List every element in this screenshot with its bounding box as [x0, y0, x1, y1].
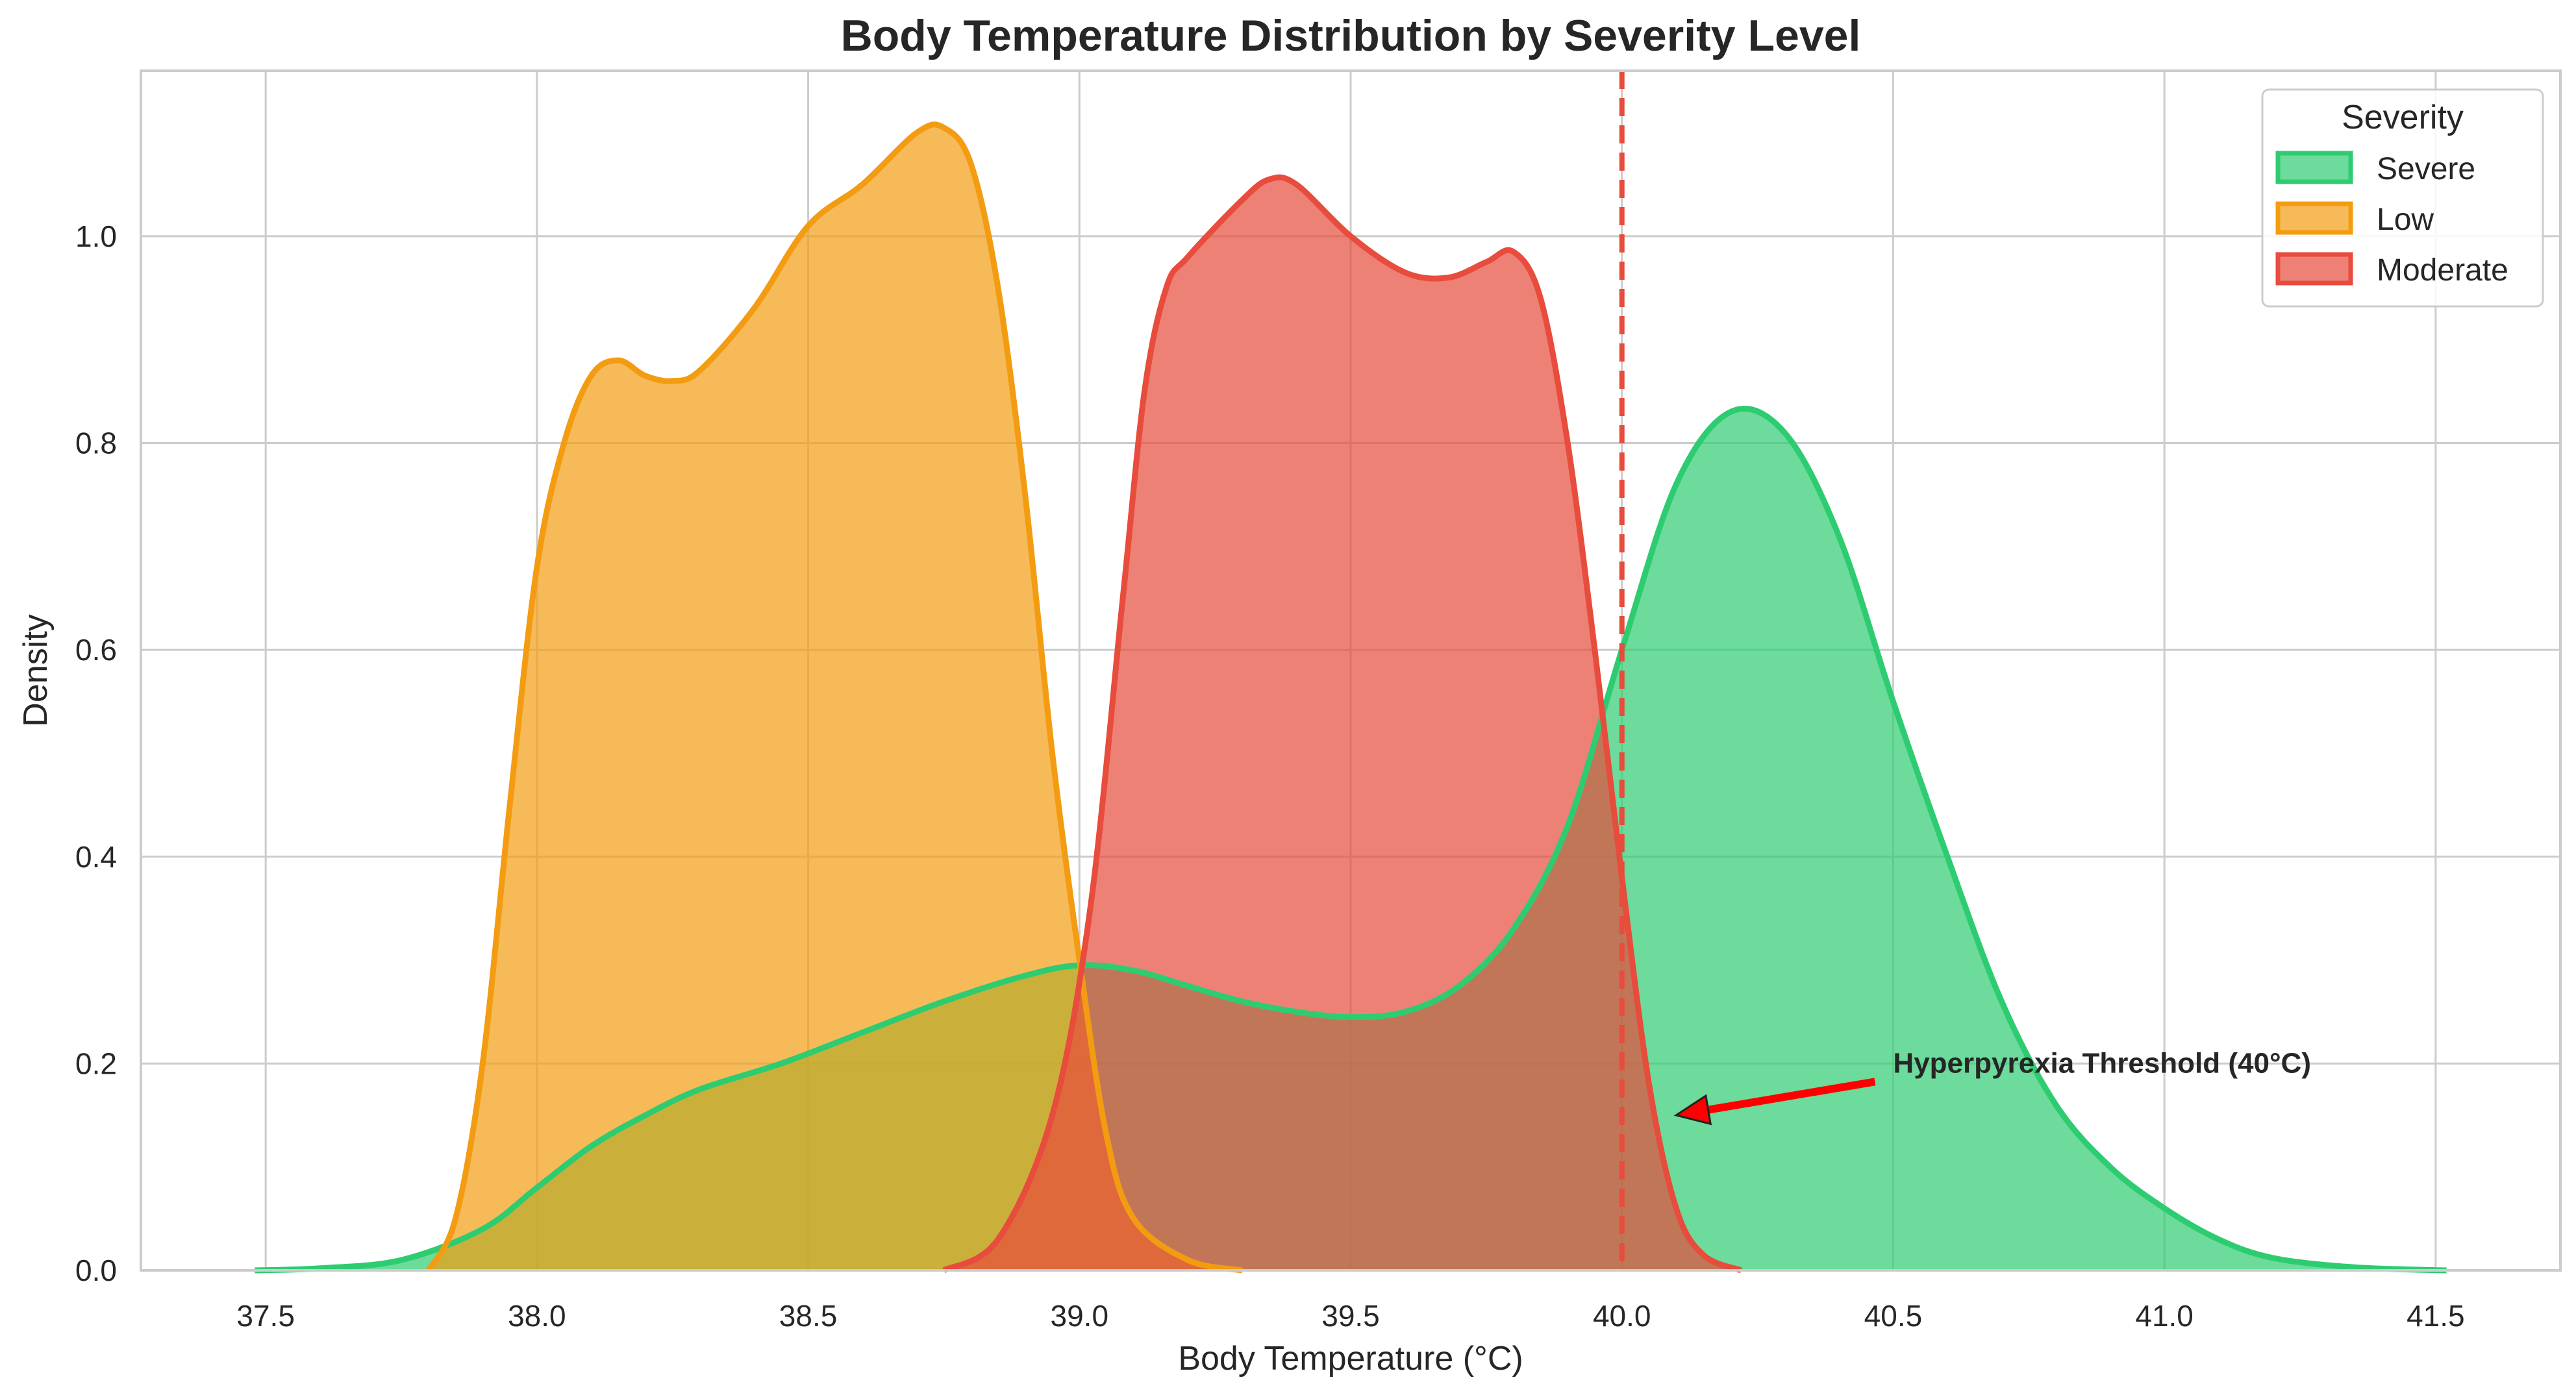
y-tick-label: 0.8 [75, 426, 117, 460]
legend-label-low: Low [2377, 203, 2434, 237]
x-tick-label: 38.0 [508, 1299, 566, 1333]
legend-label-severe: Severe [2377, 152, 2475, 186]
y-tick-label: 0.4 [75, 840, 117, 874]
x-tick-label: 39.0 [1051, 1299, 1109, 1333]
x-axis-label: Body Temperature (°C) [1178, 1340, 1523, 1377]
x-tick-labels: 37.5 38.0 38.5 39.0 39.5 40.0 40.5 41.0 41.5 [236, 1299, 2464, 1333]
annotation-arrow [1707, 1078, 1876, 1114]
annotation-arrowhead [1673, 1094, 1712, 1126]
legend: Severity Severe Low Moderate [2261, 88, 2544, 308]
line-severe [255, 406, 2447, 1274]
x-tick-label: 40.5 [1864, 1299, 1923, 1333]
line-low [425, 121, 1243, 1274]
y-axis-label: Density [17, 614, 55, 726]
chart-title: Body Temperature Distribution by Severit… [841, 11, 1861, 60]
y-tick-label: 0.2 [75, 1046, 117, 1080]
legend-swatch-low [2275, 201, 2353, 235]
legend-label-moderate: Moderate [2377, 253, 2508, 288]
legend-swatch-severe [2275, 151, 2353, 184]
x-tick-label: 41.0 [2135, 1299, 2194, 1333]
x-tick-label: 38.5 [779, 1299, 838, 1333]
y-tick-label: 1.0 [75, 219, 117, 253]
area-low [428, 124, 1242, 1270]
x-tick-label: 37.5 [236, 1299, 295, 1333]
y-tick-labels: 0.0 0.2 0.4 0.6 0.8 1.0 [75, 219, 117, 1287]
annotation: Hyperpyrexia Threshold (40°C) [1673, 1047, 2311, 1126]
density-areas [255, 124, 2447, 1271]
x-tick-label: 39.5 [1321, 1299, 1380, 1333]
x-tick-label: 40.0 [1593, 1299, 1651, 1333]
annotation-text: Hyperpyrexia Threshold (40°C) [1893, 1047, 2311, 1079]
y-tick-label: 0.6 [75, 633, 117, 667]
area-severe [255, 408, 2447, 1271]
x-tick-label: 41.5 [2407, 1299, 2465, 1333]
plot-frame [140, 69, 2562, 1272]
legend-title: Severity [2342, 99, 2464, 136]
area-moderate [944, 177, 1742, 1270]
y-tick-label: 0.0 [75, 1253, 117, 1287]
legend-swatch-moderate [2275, 252, 2353, 286]
